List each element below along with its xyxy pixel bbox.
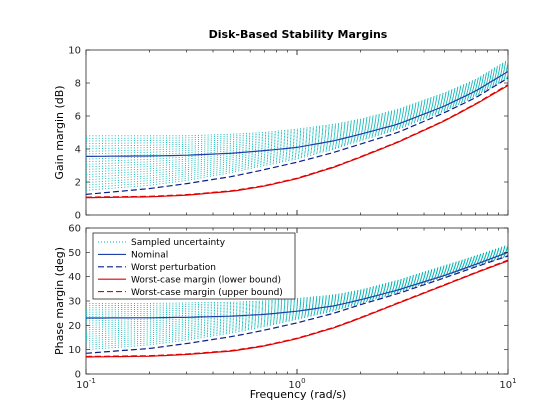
gain-margin-sampled-curve <box>85 73 509 178</box>
gain-margin-series <box>85 59 509 199</box>
phase-margin-ytick-label: 0 <box>75 370 81 381</box>
gain-margin-ylabel: Gain margin (dB) <box>53 85 66 179</box>
legend-label-worst-case-margin-lower-bound: Worst-case margin (lower bound) <box>131 275 281 285</box>
phase-margin-ytick-label: 30 <box>68 297 81 308</box>
phase-margin-sampled-curve <box>86 246 509 313</box>
phase-margin-ticks: 0 10 20 30 40 50 60 <box>68 224 509 381</box>
gain-margin-sampled-curve <box>86 60 509 139</box>
gain-margin-ytick-label: 0 <box>75 211 81 222</box>
legend-label-nominal: Nominal <box>131 251 168 261</box>
phase-margin-ylabel: Phase margin (deg) <box>53 247 66 355</box>
phase-margin-worst-perturbation-line <box>85 255 509 354</box>
gain-margin-sampled-curve <box>85 62 509 145</box>
gain-margin-sampled-curve <box>85 75 509 183</box>
phase-margin-sampled-curve <box>85 252 509 340</box>
legend: Sampled uncertainty Nominal Worst perturba… <box>92 232 296 300</box>
gain-margin-ticks: 0 2 4 6 8 10 <box>68 46 509 222</box>
legend-label-worst-perturbation: Worst perturbation <box>131 263 216 273</box>
gain-margin-sampled-curve <box>85 63 509 147</box>
gain-margin-sampled-curve <box>85 63 509 150</box>
legend-label-sampled-uncertainty: Sampled uncertainty <box>131 238 226 248</box>
phase-margin-sampled-curve <box>86 246 509 311</box>
phase-margin-sampled-curve <box>86 245 509 307</box>
legend-label-worst-case-margin-upper-bound: Worst-case margin (upper bound) <box>131 288 283 298</box>
gain-margin-sampled-curve <box>85 66 509 157</box>
phase-margin-sampled-curve <box>85 251 509 335</box>
phase-margin-sampled-curve <box>86 245 509 309</box>
gain-margin-ytick-label: 8 <box>75 79 81 90</box>
gain-margin-sampled-curve <box>85 64 509 152</box>
phase-margin-sampled-curve <box>85 248 509 320</box>
phase-margin-sampled-curve <box>85 255 509 348</box>
gain-margin-sampled-curve <box>85 69 509 168</box>
phase-margin-worst-case-margin-upper-bound-line <box>85 259 509 358</box>
phase-margin-sampled-curve <box>85 247 509 318</box>
gain-margin-sampled-curve <box>85 67 509 160</box>
chart-title: Disk-Based Stability Margins <box>209 28 388 41</box>
gain-margin-sampled-curve <box>86 59 509 137</box>
xtick-label: 10-1 <box>76 377 96 391</box>
gain-margin-ytick-label: 4 <box>75 145 81 156</box>
phase-margin-nominal-line <box>86 251 509 319</box>
gain-margin-sampled-curve <box>85 75 509 186</box>
xtick-label: 101 <box>499 377 516 391</box>
phase-margin-sampled-curve <box>85 255 509 351</box>
phase-margin-ytick-label: 20 <box>68 321 81 332</box>
gain-margin-panel: 0 2 4 6 8 10 Gain margin (dB) <box>53 46 509 222</box>
phase-margin-sampled-curve <box>85 253 509 342</box>
frequency-xlabel: Frequency (rad/s) <box>250 388 347 401</box>
phase-margin-series <box>85 244 509 358</box>
phase-margin-sampled-curve <box>85 250 509 329</box>
gain-margin-plot-area <box>85 49 509 216</box>
phase-margin-ytick-label: 40 <box>68 272 81 283</box>
gain-margin-sampled-curve <box>85 72 509 176</box>
phase-margin-sampled-curve <box>85 249 509 324</box>
gain-margin-ytick-label: 10 <box>68 46 81 57</box>
gain-margin-sampled-curve <box>85 68 509 163</box>
phase-margin-sampled-curve <box>85 247 509 315</box>
phase-margin-ytick-label: 10 <box>68 345 81 356</box>
gain-margin-sampled-curve <box>85 65 509 155</box>
legend-box <box>92 232 296 300</box>
phase-margin-sampled-curve <box>85 250 509 331</box>
phase-margin-sampled-curve <box>85 252 509 337</box>
gain-margin-sampled-curve <box>85 76 509 189</box>
phase-margin-ytick-label: 60 <box>68 224 81 235</box>
gain-margin-ytick-label: 2 <box>75 178 81 189</box>
phase-margin-ytick-label: 50 <box>68 248 81 259</box>
gain-margin-sampled-curve <box>85 70 509 170</box>
frequency-ticks: 10-1 100 101 <box>76 377 516 391</box>
gain-margin-sampled-curve <box>85 77 509 191</box>
gain-margin-sampled-curve <box>85 74 509 181</box>
gain-margin-sampled-curve <box>85 71 509 173</box>
phase-margin-sampled-curve <box>85 248 509 322</box>
gain-margin-worst-case-margin-upper-bound-line <box>85 84 509 198</box>
gain-margin-nominal-line <box>86 70 509 157</box>
gain-margin-worst-perturbation-line <box>85 77 509 195</box>
phase-margin-sampled-curve <box>85 249 509 326</box>
gain-margin-ytick-label: 6 <box>75 112 81 123</box>
gain-margin-sampled-curve <box>85 69 509 165</box>
xtick-label: 100 <box>288 377 305 391</box>
phase-margin-sampled-curve <box>86 244 509 304</box>
gain-margin-sampled-curve <box>85 61 509 142</box>
